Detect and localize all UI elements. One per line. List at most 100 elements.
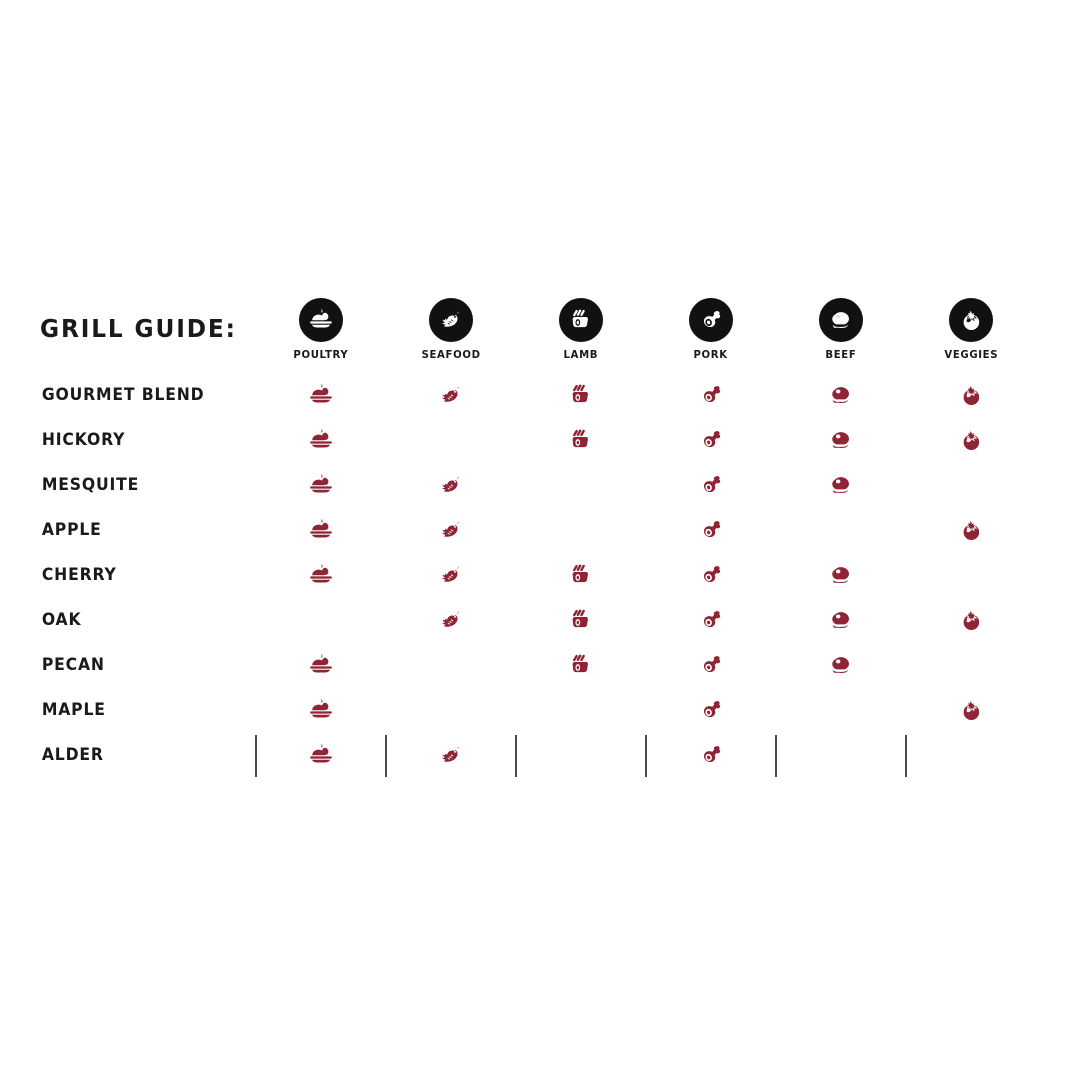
column-header-seafood: SEAFOOD [386, 288, 516, 373]
row-header-cell: PECAN [40, 643, 256, 688]
tomato-icon [951, 422, 991, 458]
steak-icon [821, 422, 861, 458]
column-header-label: POULTRY [293, 348, 349, 361]
cell-lamb [516, 463, 646, 508]
cell-pork [646, 733, 776, 778]
row-header-cell: ALDER [40, 733, 256, 778]
shrimp-icon [431, 602, 471, 638]
cell-veggies [906, 508, 1036, 553]
table-header: GRILL GUIDE: POULT [40, 288, 1036, 373]
poultry-icon [299, 298, 343, 342]
steak-icon [821, 647, 861, 683]
row-header-cell: APPLE [40, 508, 256, 553]
row-label: PECAN [41, 655, 105, 675]
cell-veggies [906, 688, 1036, 733]
ham-icon [691, 422, 731, 458]
cell-seafood [386, 418, 516, 463]
lamb-chop-icon [561, 602, 601, 638]
cell-poultry [256, 418, 386, 463]
cell-lamb [516, 643, 646, 688]
cell-pork [646, 643, 776, 688]
cell-veggies [906, 733, 1036, 778]
row-label: CHERRY [41, 565, 117, 585]
ham-icon [691, 692, 731, 728]
cell-poultry [256, 553, 386, 598]
row-label: APPLE [41, 520, 102, 540]
steak-icon [821, 377, 861, 413]
shrimp-icon [431, 377, 471, 413]
cell-veggies [906, 598, 1036, 643]
cell-pork [646, 463, 776, 508]
cell-beef [776, 373, 906, 418]
lamb-chop-icon [561, 647, 601, 683]
poultry-icon [301, 467, 341, 503]
table-row: GOURMET BLEND [40, 373, 1036, 418]
tomato-icon [951, 602, 991, 638]
ham-icon [691, 647, 731, 683]
row-header-cell: OAK [40, 598, 256, 643]
table-row: ALDER [40, 733, 1036, 778]
row-header-cell: GOURMET BLEND [40, 373, 256, 418]
ham-icon [691, 377, 731, 413]
steak-icon [821, 467, 861, 503]
cell-pork [646, 373, 776, 418]
shrimp-icon [431, 737, 471, 773]
cell-poultry [256, 688, 386, 733]
row-header-cell: CHERRY [40, 553, 256, 598]
cell-poultry [256, 373, 386, 418]
tomato-icon [951, 512, 991, 548]
poultry-icon [301, 377, 341, 413]
grill-guide-table: GRILL GUIDE: POULT [40, 288, 1036, 778]
cell-veggies [906, 553, 1036, 598]
tomato-icon [951, 377, 991, 413]
cell-veggies [906, 373, 1036, 418]
row-header-cell: MAPLE [40, 688, 256, 733]
ham-icon [689, 298, 733, 342]
cell-beef [776, 508, 906, 553]
poultry-icon [301, 647, 341, 683]
shrimp-icon [431, 467, 471, 503]
column-header-pork: PORK [646, 288, 776, 373]
cell-seafood [386, 733, 516, 778]
page-title-cell: GRILL GUIDE: [40, 288, 256, 373]
table-row: APPLE [40, 508, 1036, 553]
cell-lamb [516, 688, 646, 733]
cell-beef [776, 598, 906, 643]
lamb-chop-icon [561, 422, 601, 458]
column-header-veggies: VEGGIES [906, 288, 1036, 373]
column-header-label: VEGGIES [944, 348, 998, 361]
ham-icon [691, 467, 731, 503]
cell-veggies [906, 643, 1036, 688]
row-label: MAPLE [41, 700, 106, 720]
cell-pork [646, 508, 776, 553]
row-header-cell: MESQUITE [40, 463, 256, 508]
poultry-icon [301, 422, 341, 458]
cell-beef [776, 553, 906, 598]
poultry-icon [301, 692, 341, 728]
cell-seafood [386, 508, 516, 553]
cell-pork [646, 688, 776, 733]
cell-veggies [906, 418, 1036, 463]
cell-lamb [516, 553, 646, 598]
column-header-lamb: LAMB [516, 288, 646, 373]
cell-seafood [386, 463, 516, 508]
cell-beef [776, 418, 906, 463]
cell-poultry [256, 733, 386, 778]
shrimp-icon [431, 557, 471, 593]
column-header-label: PORK [693, 348, 729, 361]
steak-icon [821, 557, 861, 593]
poultry-icon [301, 557, 341, 593]
cell-pork [646, 553, 776, 598]
table-row: HICKORY [40, 418, 1036, 463]
tomato-icon [949, 298, 993, 342]
cell-lamb [516, 418, 646, 463]
column-header-beef: BEEF [776, 288, 906, 373]
cell-poultry [256, 643, 386, 688]
ham-icon [691, 737, 731, 773]
shrimp-icon [431, 512, 471, 548]
column-header-label: LAMB [563, 348, 599, 361]
cell-seafood [386, 373, 516, 418]
row-header-cell: HICKORY [40, 418, 256, 463]
ham-icon [691, 557, 731, 593]
steak-icon [819, 298, 863, 342]
